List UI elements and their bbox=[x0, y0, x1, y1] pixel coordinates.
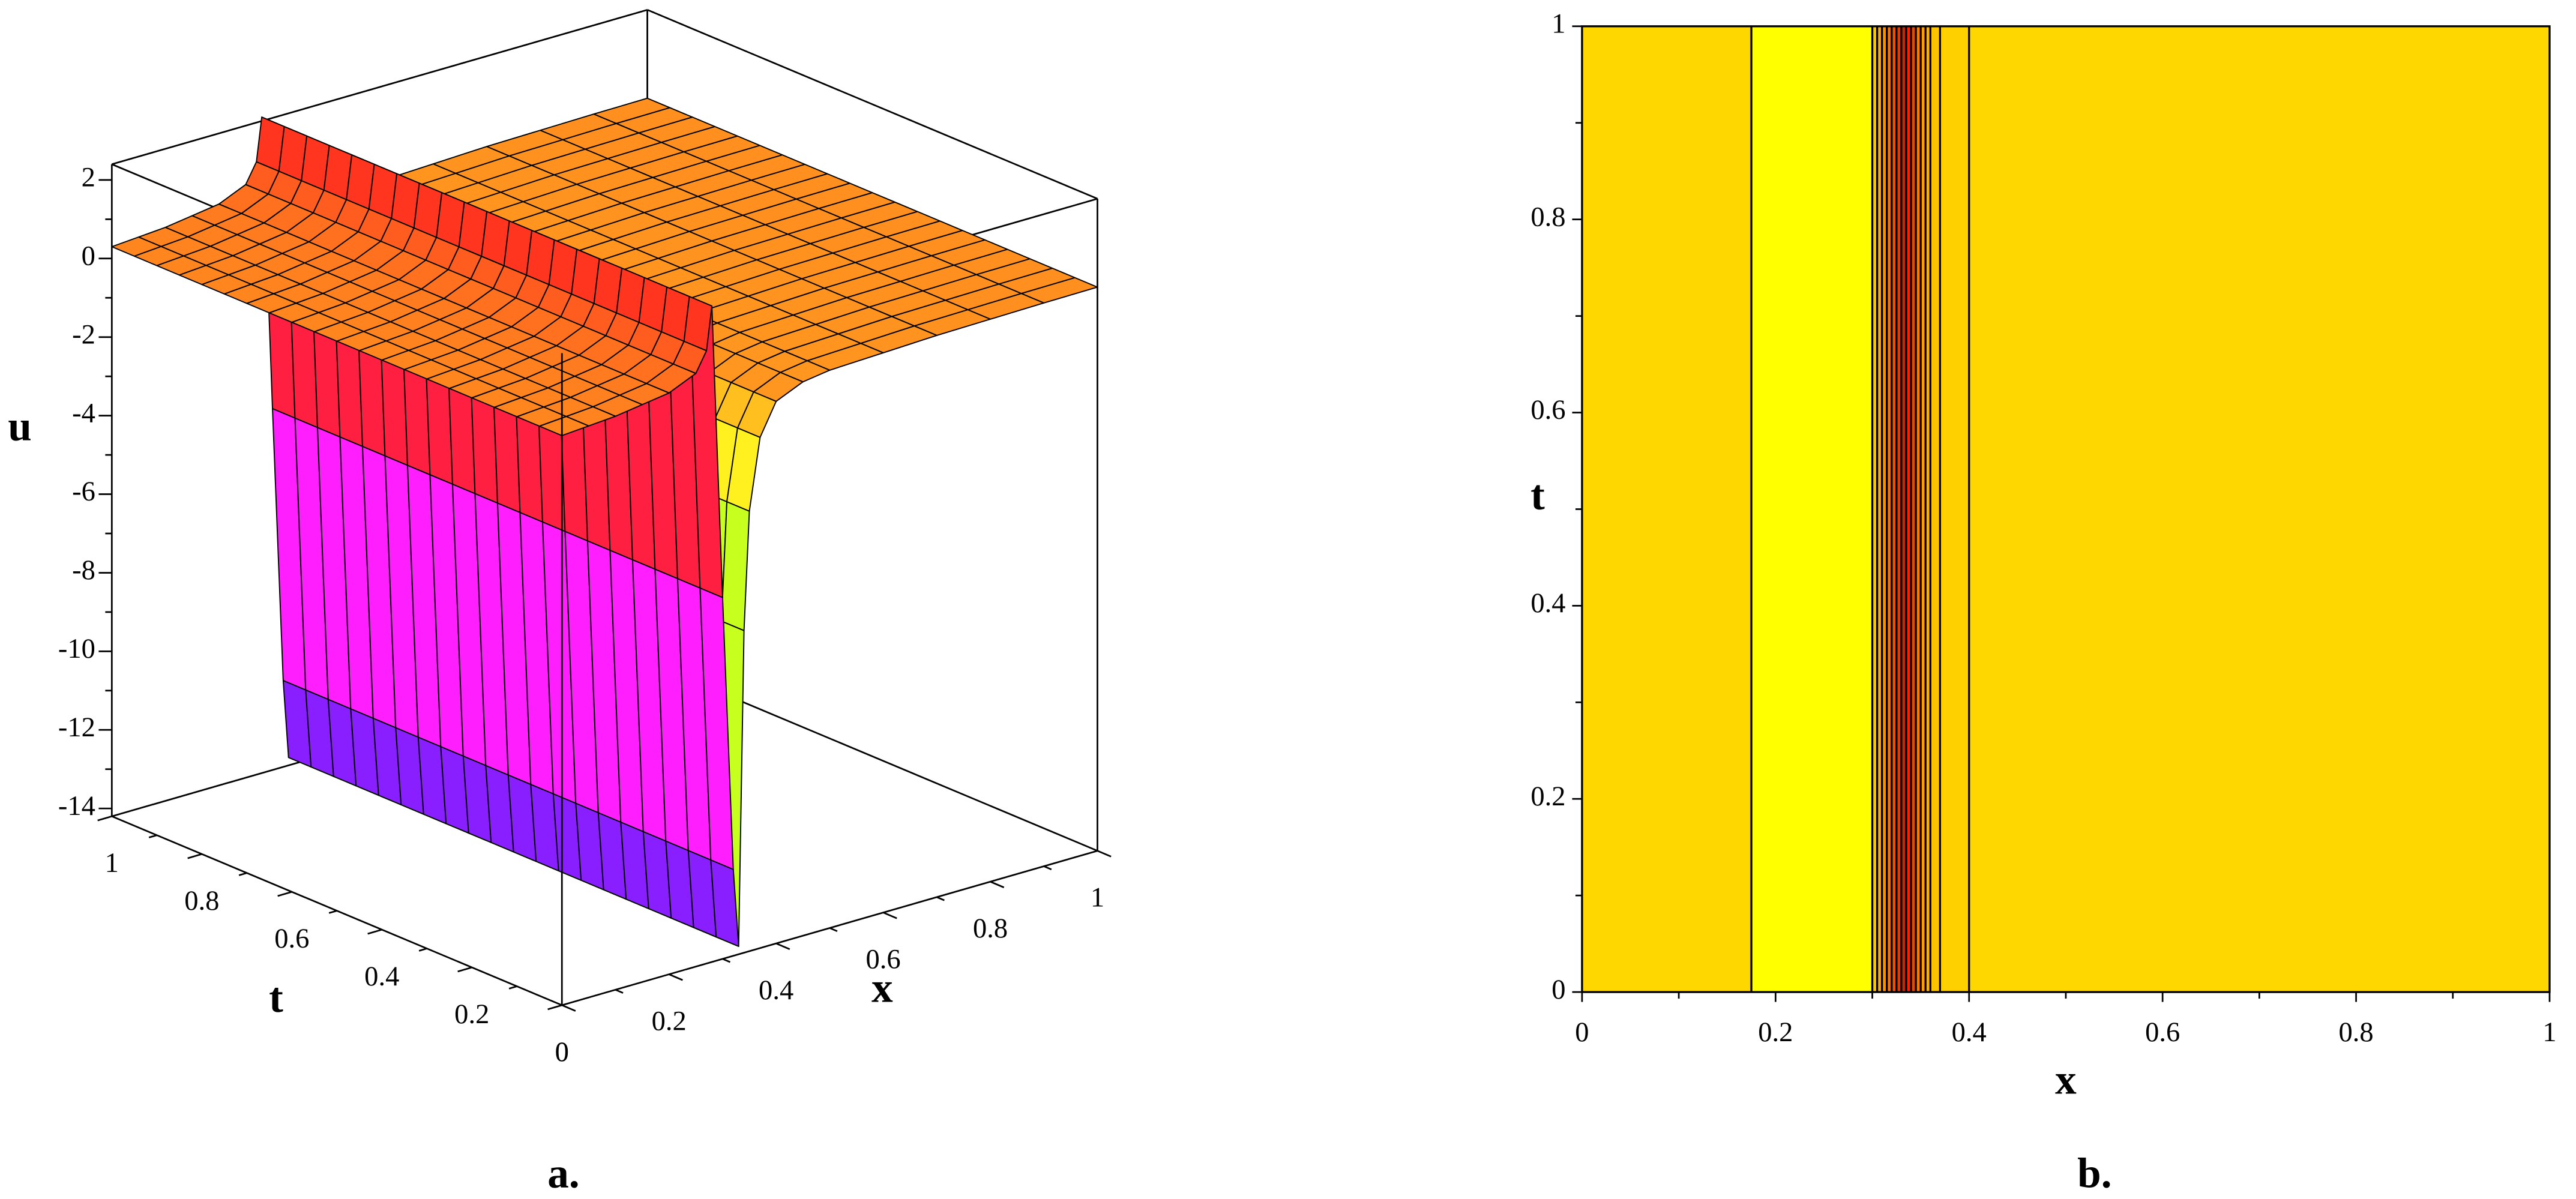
x-minor-tick bbox=[829, 927, 838, 932]
t-tick bbox=[457, 966, 472, 973]
axis-label: t bbox=[269, 975, 283, 1021]
x-tick-label: 0.4 bbox=[1952, 1017, 1987, 1048]
contour-band bbox=[1896, 26, 1901, 993]
x-tick-label: 0.8 bbox=[2339, 1017, 2374, 1048]
t-minor-tick bbox=[328, 910, 337, 914]
u-tick-label: -10 bbox=[58, 634, 95, 664]
x-tick-label: 0.8 bbox=[973, 913, 1008, 944]
x-minor-tick bbox=[722, 958, 731, 963]
axis-label: u bbox=[8, 403, 32, 449]
contour-band bbox=[1906, 26, 1912, 993]
x-minor-tick bbox=[1043, 865, 1052, 871]
contour-band bbox=[1916, 26, 1921, 993]
t-tick-label: 0.6 bbox=[274, 924, 309, 954]
axis-label: t bbox=[1530, 472, 1545, 518]
t-tick bbox=[367, 928, 382, 935]
x-tick-label: 0.6 bbox=[866, 944, 901, 975]
t-tick bbox=[97, 815, 112, 822]
y-tick-label: 0.8 bbox=[1530, 202, 1565, 232]
surface-patch bbox=[538, 416, 589, 436]
x-tick-label: 0 bbox=[555, 1037, 569, 1068]
contour-band bbox=[1581, 26, 1752, 993]
t-tick-label: 1 bbox=[105, 848, 119, 879]
contour-band bbox=[1969, 26, 2550, 993]
x-tick-label: 0 bbox=[1575, 1017, 1589, 1048]
contour-band bbox=[1930, 26, 1940, 993]
contour-band bbox=[1940, 26, 1969, 993]
t-tick bbox=[277, 891, 292, 897]
t-tick-label: 0.8 bbox=[184, 886, 219, 916]
x-tick bbox=[561, 1004, 576, 1012]
contour-band bbox=[1877, 26, 1882, 993]
t-tick bbox=[547, 1004, 562, 1011]
y-tick-label: 0.6 bbox=[1530, 395, 1565, 425]
x-tick-label: 0.2 bbox=[1758, 1017, 1793, 1048]
contour-band bbox=[1882, 26, 1887, 993]
x-tick bbox=[669, 973, 683, 981]
x-tick bbox=[1097, 850, 1112, 858]
u-tick-label: -4 bbox=[72, 398, 95, 428]
t-minor-tick bbox=[238, 872, 247, 876]
u-tick-label: 2 bbox=[82, 163, 95, 193]
t-minor-tick bbox=[508, 985, 517, 990]
surface-panel: -14-12-10-8-6-4-20200.20.40.60.8100.20.4… bbox=[8, 9, 1112, 1068]
surface-patch bbox=[721, 501, 750, 631]
contour-band bbox=[1886, 26, 1892, 993]
box-edge bbox=[111, 9, 648, 166]
contour-panel: 0 0.2 0.4 0.6 0.8 1 0 0.2 0.4 0.6 0.8 1 x t bbox=[1530, 8, 2556, 1103]
t-minor-tick bbox=[148, 834, 157, 838]
t-tick-label: 0.4 bbox=[364, 961, 399, 992]
t-tick-label: 0.2 bbox=[454, 999, 489, 1030]
t-tick bbox=[187, 853, 202, 859]
u-tick-label: -12 bbox=[58, 712, 95, 743]
u-tick-label: -14 bbox=[58, 791, 95, 822]
y-tick-label: 0.2 bbox=[1530, 781, 1565, 812]
contour-band bbox=[1911, 26, 1916, 993]
contour-band bbox=[1925, 26, 1931, 993]
axis-label: x bbox=[2055, 1057, 2077, 1104]
x-tick-label: 0.4 bbox=[759, 975, 793, 1006]
y-tick-label: 0 bbox=[1551, 975, 1565, 1005]
caption: b. bbox=[2077, 1150, 2111, 1197]
contour-band bbox=[1891, 26, 1897, 993]
x-tick bbox=[990, 880, 1005, 889]
t-minor-tick bbox=[418, 948, 427, 952]
x-minor-tick bbox=[936, 896, 945, 901]
u-tick-label: -6 bbox=[72, 476, 95, 507]
contour-band bbox=[1901, 26, 1906, 993]
x-tick-label: 1 bbox=[2542, 1017, 2556, 1048]
x-minor-tick bbox=[615, 989, 624, 994]
contour-band bbox=[1872, 26, 1877, 993]
x-tick bbox=[883, 912, 897, 919]
caption: a. bbox=[547, 1150, 579, 1197]
u-tick-label: -8 bbox=[72, 555, 95, 586]
x-tick bbox=[775, 942, 790, 950]
contour-band bbox=[1751, 26, 1873, 993]
y-tick-label: 1 bbox=[1551, 8, 1565, 39]
u-tick-label: -2 bbox=[72, 319, 95, 350]
contour-band bbox=[1921, 26, 1926, 993]
x-tick-label: 1 bbox=[1091, 883, 1104, 913]
y-tick-label: 0.4 bbox=[1530, 588, 1565, 619]
axis-label: x bbox=[871, 964, 893, 1011]
x-tick-label: 0.6 bbox=[2145, 1017, 2180, 1048]
u-tick-label: 0 bbox=[82, 241, 95, 271]
box-edge bbox=[647, 9, 1098, 200]
t-tick-label: 0 bbox=[555, 1037, 569, 1068]
x-tick-label: 0.2 bbox=[652, 1006, 687, 1036]
